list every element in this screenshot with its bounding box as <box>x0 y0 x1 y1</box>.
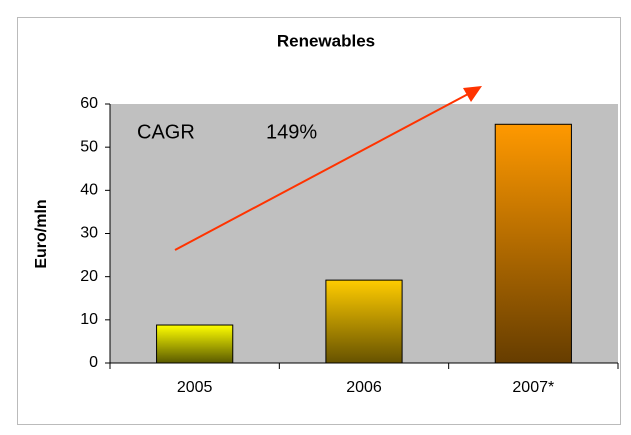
annotation: CAGR <box>137 121 195 143</box>
y-tick-label: 60 <box>80 95 98 112</box>
y-tick-label: 10 <box>80 311 98 328</box>
y-tick-label: 0 <box>89 354 98 371</box>
y-tick-label: 20 <box>80 268 98 285</box>
chart-title: Renewables <box>277 31 375 50</box>
x-tick-label: 2005 <box>177 379 213 396</box>
arrow-head <box>463 86 482 102</box>
annotation: 149% <box>266 121 317 143</box>
y-axis-label: Euro/mln <box>33 199 50 268</box>
y-tick-label: 50 <box>80 138 98 155</box>
bar <box>156 324 234 364</box>
bar <box>325 279 403 364</box>
bar <box>494 123 572 364</box>
x-tick-label: 2006 <box>346 379 382 396</box>
trend-arrow <box>174 92 471 251</box>
x-tick-label: 2007* <box>512 379 554 396</box>
y-tick-label: 40 <box>80 182 98 199</box>
y-tick-label: 30 <box>80 225 98 242</box>
